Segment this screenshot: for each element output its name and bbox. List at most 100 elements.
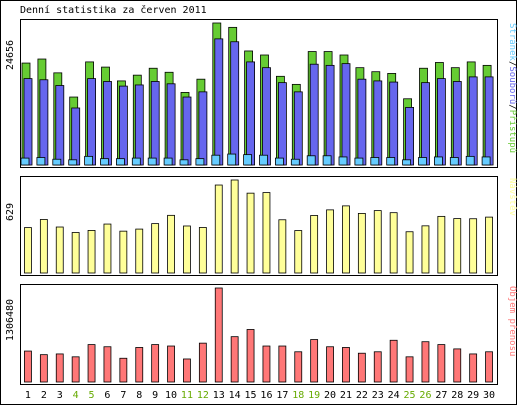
bar-kbytes: [437, 344, 446, 383]
bar-files: [277, 82, 287, 166]
bar-files: [405, 107, 415, 166]
bar-pages: [306, 155, 316, 166]
x-tick-label: 10: [165, 390, 177, 401]
bar-files: [325, 64, 335, 166]
bar-kbytes: [373, 351, 382, 383]
bar-kbytes: [453, 348, 462, 383]
bar-files: [246, 61, 256, 166]
bar-pages: [402, 159, 412, 166]
bar-visits: [389, 212, 398, 274]
bar-files: [389, 81, 399, 166]
x-tick-label: 26: [419, 390, 431, 401]
bar-pages: [131, 157, 141, 166]
x-tick-label: 6: [104, 390, 110, 401]
bar-visits: [262, 192, 271, 274]
x-tick-label: 30: [483, 390, 495, 401]
x-tick-label: 16: [260, 390, 272, 401]
bar-pages: [36, 157, 46, 166]
bar-pages: [243, 154, 253, 166]
bar-kbytes: [262, 345, 271, 383]
bar-kbytes: [198, 342, 207, 383]
bar-files: [230, 41, 240, 166]
bar-kbytes: [87, 344, 96, 383]
bar-files: [309, 63, 319, 166]
panel-frame: [20, 19, 498, 168]
bar-kbytes: [294, 351, 303, 383]
bar-files: [373, 80, 383, 166]
x-tick-label: 11: [181, 390, 193, 401]
bar-pages: [163, 157, 173, 166]
bar-files: [421, 82, 430, 166]
bar-kbytes: [135, 347, 144, 383]
bar-visits: [294, 230, 303, 274]
bar-files: [182, 96, 192, 166]
x-tick-label: 8: [136, 390, 142, 401]
bar-visits: [278, 219, 287, 274]
bar-pages: [465, 155, 475, 166]
bar-pages: [100, 158, 109, 166]
x-tick-label: 25: [404, 390, 416, 401]
bar-pages: [20, 157, 30, 166]
y-max-label: 629: [5, 203, 16, 221]
bar-files: [214, 38, 224, 166]
x-tick-label: 19: [308, 390, 320, 401]
panel-frame: [20, 176, 498, 276]
bar-pages: [84, 155, 93, 166]
legend-item: Souborů: [507, 66, 517, 104]
bar-visits: [326, 209, 334, 274]
bar-files: [119, 85, 128, 166]
bar-kbytes: [183, 358, 191, 383]
panel-visits: 629 Návštěv: [5, 176, 517, 276]
bar-pages: [449, 157, 459, 166]
bar-visits: [310, 215, 319, 274]
x-tick-label: 29: [467, 390, 479, 401]
bar-kbytes: [310, 339, 319, 383]
bar-kbytes: [389, 339, 398, 383]
bar-files: [150, 81, 160, 166]
bar-kbytes: [151, 344, 160, 383]
x-tick-label: 13: [213, 390, 225, 401]
bar-files: [436, 78, 446, 166]
x-tick-label: 1: [25, 390, 31, 401]
bar-visits: [135, 228, 144, 274]
legend-item: Přístupů: [507, 110, 517, 153]
panel-hits: 24656 Stránek/Souborů/Přístupů: [5, 19, 517, 168]
x-tick-label: 7: [120, 390, 126, 401]
bar-files: [55, 85, 65, 166]
bar-visits: [405, 231, 414, 274]
bar-pages: [116, 158, 125, 166]
bar-files: [357, 78, 367, 166]
bar-files: [293, 91, 303, 166]
legend: Návštěv: [507, 178, 517, 216]
bar-kbytes: [167, 345, 175, 383]
bar-files: [166, 83, 176, 166]
bar-visits: [87, 230, 96, 274]
legend-separator: /: [507, 104, 517, 109]
bar-visits: [183, 225, 191, 274]
bar-pages: [290, 158, 300, 166]
x-tick-label: 12: [197, 390, 209, 401]
bar-visits: [55, 226, 64, 274]
bar-visits: [119, 230, 128, 274]
x-tick-label: 15: [245, 390, 257, 401]
x-tick-label: 5: [89, 390, 95, 401]
bar-pages: [211, 154, 221, 166]
bar-pages: [370, 157, 380, 166]
bar-kbytes: [119, 357, 128, 383]
bar-visits: [167, 214, 175, 274]
bar-pages: [179, 159, 189, 166]
bar-kbytes: [230, 336, 239, 383]
legend-label: Návštěv: [507, 178, 517, 216]
bar-files: [39, 79, 49, 166]
bar-pages: [481, 156, 491, 166]
legend: Objem přenosu: [507, 286, 517, 356]
bar-pages: [322, 155, 332, 166]
bar-kbytes: [357, 352, 366, 383]
bar-visits: [246, 192, 255, 274]
bar-visits: [103, 223, 112, 274]
bar-pages: [433, 156, 443, 166]
bar-kbytes: [103, 346, 112, 383]
bar-kbytes: [55, 353, 64, 383]
bar-visits: [469, 218, 478, 274]
